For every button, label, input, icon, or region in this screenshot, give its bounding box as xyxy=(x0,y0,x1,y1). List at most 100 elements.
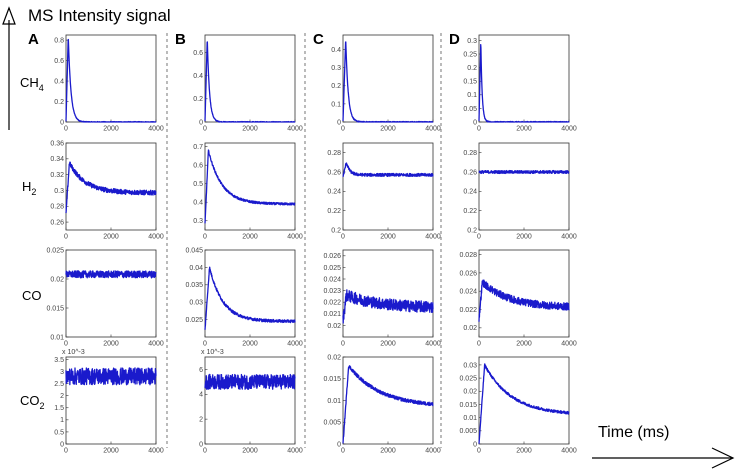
series-line-d-co2 xyxy=(478,363,570,444)
column-letter-C: C xyxy=(313,31,324,48)
x-tick-label: 4000 xyxy=(425,126,441,133)
y-tick-label: 0.025 xyxy=(459,375,477,382)
x-tick-label: 0 xyxy=(64,341,68,348)
x-tick-label: 4000 xyxy=(561,126,577,133)
panel-frame-a-h2 xyxy=(65,142,157,231)
x-tick-label: 2000 xyxy=(103,126,119,133)
series-line-b-co xyxy=(204,266,296,330)
series-line-a-ch4 xyxy=(65,38,157,123)
x-tick-label: 2000 xyxy=(380,234,396,241)
panel-a-ch4: 0 0.2 0.4 0.6 0.8 0 2000 4000 xyxy=(54,34,164,133)
panel-a-co2: 0 0.5 1 1.5 2 2.5 3 3.5 0 2000 4000 x 10^-3 xyxy=(54,349,164,455)
x-tick-label: 0 xyxy=(341,341,345,348)
x-tick-label: 4000 xyxy=(287,448,303,455)
y-tick-label: 0.5 xyxy=(54,429,64,436)
y-tick-label: 0 xyxy=(60,441,64,448)
y-tick-label: 0 xyxy=(60,119,64,126)
panel-a-h2: 0.26 0.28 0.3 0.32 0.34 0.36 0 2000 4000 xyxy=(50,140,164,240)
y-tick-label: 0.3 xyxy=(467,38,477,45)
series-line-a-co2 xyxy=(65,367,157,386)
y-tick-label: 0.015 xyxy=(323,376,341,383)
y-tick-label: 0.24 xyxy=(327,189,341,196)
x-tick-label: 0 xyxy=(203,126,207,133)
series-line-d-ch4 xyxy=(478,44,570,123)
x-tick-label: 0 xyxy=(203,234,207,241)
x-tick-label: 0 xyxy=(341,126,345,133)
species-label-co2: CO2 xyxy=(20,393,45,411)
x-axis-title: Time (ms) xyxy=(598,424,669,441)
y-tick-label: 2 xyxy=(199,417,203,424)
y-tick-label: 0.04 xyxy=(189,265,203,272)
y-scale-label: x 10^-3 xyxy=(62,349,85,356)
y-tick-label: 0.024 xyxy=(323,276,341,283)
y-tick-label: 0.022 xyxy=(323,300,341,307)
y-tick-label: 0 xyxy=(473,119,477,126)
panel-frame-c-h2 xyxy=(342,142,434,231)
y-tick-label: 0.3 xyxy=(331,65,341,72)
panel-frame-b-h2 xyxy=(204,142,296,231)
y-tick-label: 0.26 xyxy=(50,219,64,226)
y-tick-label: 4 xyxy=(199,392,203,399)
series-line-a-co xyxy=(65,270,157,279)
panel-frame-c-co xyxy=(342,249,434,338)
x-tick-label: 2000 xyxy=(516,234,532,241)
x-tick-label: 4000 xyxy=(561,448,577,455)
species-label-h2: H2 xyxy=(22,179,36,197)
panel-frame-d-ch4 xyxy=(478,34,570,123)
x-tick-label: 4000 xyxy=(148,448,164,455)
series-line-c-h2 xyxy=(342,162,434,178)
panel-c-ch4: 0 0.1 0.2 0.3 0.4 0 2000 4000 xyxy=(331,34,441,133)
y-tick-label: 6 xyxy=(199,367,203,374)
y-tick-label: 0.2 xyxy=(54,99,64,106)
y-tick-label: 0.035 xyxy=(185,282,203,289)
panel-frame-b-co2 xyxy=(204,356,296,445)
series-line-d-h2 xyxy=(478,169,570,175)
panel-frame-b-ch4 xyxy=(204,34,296,123)
x-tick-label: 0 xyxy=(477,234,481,241)
x-tick-label: 4000 xyxy=(148,234,164,241)
x-tick-label: 0 xyxy=(64,126,68,133)
y-tick-label: 0.15 xyxy=(463,79,477,86)
y-scale-label: x 10^-3 xyxy=(201,349,224,356)
y-tick-label: 0.026 xyxy=(459,270,477,277)
x-tick-label: 0 xyxy=(64,234,68,241)
x-tick-label: 2000 xyxy=(380,448,396,455)
y-tick-label: 0.34 xyxy=(50,156,64,163)
x-tick-label: 4000 xyxy=(425,341,441,348)
x-tick-label: 4000 xyxy=(287,126,303,133)
y-tick-label: 0.32 xyxy=(50,172,64,179)
y-tick-label: 0.01 xyxy=(50,334,64,341)
x-tick-label: 4000 xyxy=(287,234,303,241)
y-tick-label: 0.2 xyxy=(193,96,203,103)
y-tick-label: 0.25 xyxy=(463,51,477,58)
y-tick-label: 0.4 xyxy=(331,47,341,54)
x-tick-label: 0 xyxy=(477,448,481,455)
y-tick-label: 0.026 xyxy=(323,253,341,260)
x-tick-label: 0 xyxy=(341,234,345,241)
series-line-b-co2 xyxy=(204,373,296,390)
x-tick-label: 0 xyxy=(203,448,207,455)
y-tick-label: 0.023 xyxy=(323,288,341,295)
panel-frame-a-co xyxy=(65,249,157,338)
panel-d-h2: 0.2 0.22 0.24 0.26 0.28 0 2000 4000 xyxy=(463,142,577,241)
y-axis-title: MS Intensity signal xyxy=(28,6,171,25)
x-tick-label: 2000 xyxy=(516,448,532,455)
panel-b-co: 0.025 0.03 0.035 0.04 0.045 0 2000 4000 xyxy=(185,247,302,347)
y-tick-label: 0.045 xyxy=(185,247,203,254)
y-tick-label: 0.26 xyxy=(463,169,477,176)
panel-frame-a-ch4 xyxy=(65,34,157,123)
panel-frame-c-ch4 xyxy=(342,34,434,123)
panel-frame-b-co xyxy=(204,249,296,338)
y-tick-label: 0.7 xyxy=(193,144,203,151)
y-tick-label: 0.02 xyxy=(463,389,477,396)
y-tick-label: 0.2 xyxy=(331,227,341,234)
panel-a-co: 0.01 0.015 0.02 0.025 0 2000 4000 xyxy=(46,247,163,347)
x-tick-label: 2000 xyxy=(242,234,258,241)
y-tick-label: 0.6 xyxy=(193,163,203,170)
y-tick-label: 0.4 xyxy=(54,78,64,85)
x-tick-label: 2000 xyxy=(380,341,396,348)
x-tick-label: 2000 xyxy=(103,341,119,348)
panel-d-co2: 0 0.005 0.01 0.015 0.02 0.025 0.03 0 2000 4000 xyxy=(459,356,577,455)
